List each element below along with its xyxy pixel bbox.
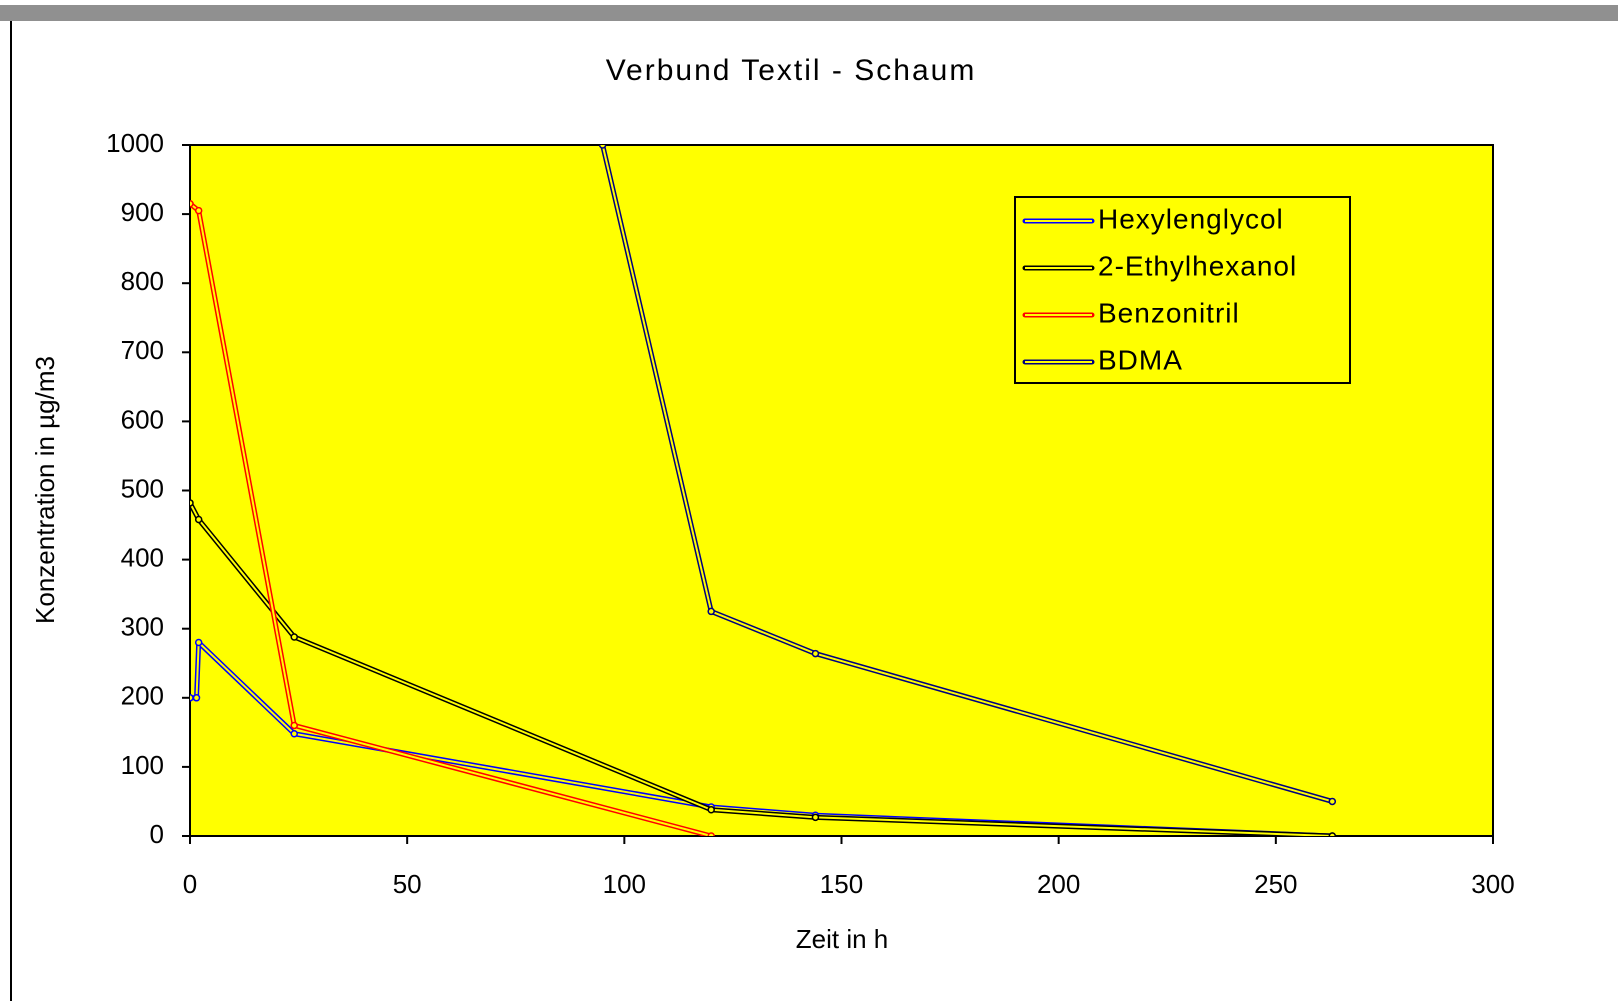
point [192,694,201,702]
x-axis-label: Zeit in h [796,924,889,954]
point [290,729,298,738]
y-tick-label: 800 [121,266,164,296]
point [190,499,194,507]
legend [1014,196,1351,384]
series-line-inner [601,145,1333,803]
point [1328,832,1337,836]
point [707,805,715,814]
x-tick-label: 300 [1471,869,1514,899]
point [290,721,298,730]
point [290,633,298,641]
point [811,813,820,822]
y-axis-label: Konzentration in µg/m3 [30,356,60,624]
point [194,206,203,215]
y-tick-label: 500 [121,473,164,503]
y-tick-label: 900 [121,197,164,227]
x-tick-label: 0 [183,869,197,899]
y-tick-label: 100 [121,750,164,780]
point [194,515,203,524]
y-tick-label: 300 [121,612,164,642]
chart-title: Verbund Textil - Schaum [606,54,977,87]
y-tick-label: 400 [121,542,164,572]
x-tick-label: 100 [603,869,646,899]
x-tick-label: 250 [1254,869,1297,899]
legend-label: 2-Ethylhexanol [1098,250,1297,281]
point [811,649,820,658]
point [707,832,715,836]
y-tick-label: 1000 [106,128,164,158]
lines [190,145,1337,836]
series-line-inner [190,202,712,836]
legend-label: Hexylenglycol [1098,203,1284,234]
x-tick-label: 200 [1037,869,1080,899]
legend-label: BDMA [1098,344,1183,375]
point [190,199,194,208]
point [1328,797,1337,806]
y-tick-label: 600 [121,404,164,434]
y-tick-label: 200 [121,681,164,711]
y-tick-label: 700 [121,335,164,365]
top-bar [0,5,1618,21]
x-tick-label: 150 [820,869,863,899]
legend-label: Benzonitril [1098,297,1240,328]
point [598,145,607,149]
x-tick-label: 50 [393,869,422,899]
point [707,607,715,616]
point [194,638,203,647]
y-tick-label: 0 [150,819,164,849]
